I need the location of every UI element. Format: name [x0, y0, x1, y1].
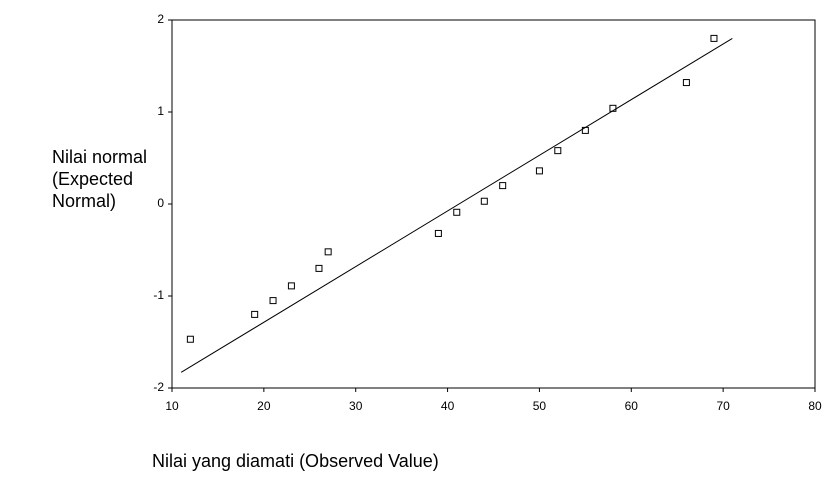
x-tick-label: 60	[625, 399, 639, 413]
y-tick-label: -1	[153, 288, 164, 302]
y-tick-label: -2	[153, 380, 164, 394]
point	[315, 264, 323, 272]
point	[186, 335, 194, 343]
x-tick-label: 10	[165, 399, 179, 413]
y-axis-label: Normal)	[52, 191, 116, 211]
y-tick-label: 0	[157, 196, 164, 210]
point	[499, 182, 507, 190]
x-tick-label: 70	[716, 399, 730, 413]
y-axis-label: (Expected	[52, 169, 133, 189]
x-tick-label: 50	[533, 399, 547, 413]
x-tick-label: 30	[349, 399, 363, 413]
point	[554, 147, 562, 155]
point	[480, 197, 488, 205]
point	[269, 297, 277, 305]
y-axis-label: Nilai normal	[52, 147, 147, 167]
x-tick-label: 20	[257, 399, 271, 413]
point	[682, 79, 690, 87]
point	[581, 126, 589, 134]
reference-line	[180, 37, 733, 373]
x-axis-label: Nilai yang diamati (Observed Value)	[152, 451, 439, 471]
y-tick-label: 2	[157, 12, 164, 26]
point	[287, 282, 295, 290]
point	[609, 104, 617, 112]
plot-frame	[171, 19, 816, 389]
y-tick-label: 1	[157, 104, 164, 118]
point	[710, 34, 718, 42]
point	[434, 229, 442, 237]
x-tick-label: 40	[441, 399, 455, 413]
point	[251, 310, 259, 318]
x-tick-label: 80	[808, 399, 822, 413]
point	[324, 248, 332, 256]
point	[535, 167, 543, 175]
point	[453, 208, 461, 216]
